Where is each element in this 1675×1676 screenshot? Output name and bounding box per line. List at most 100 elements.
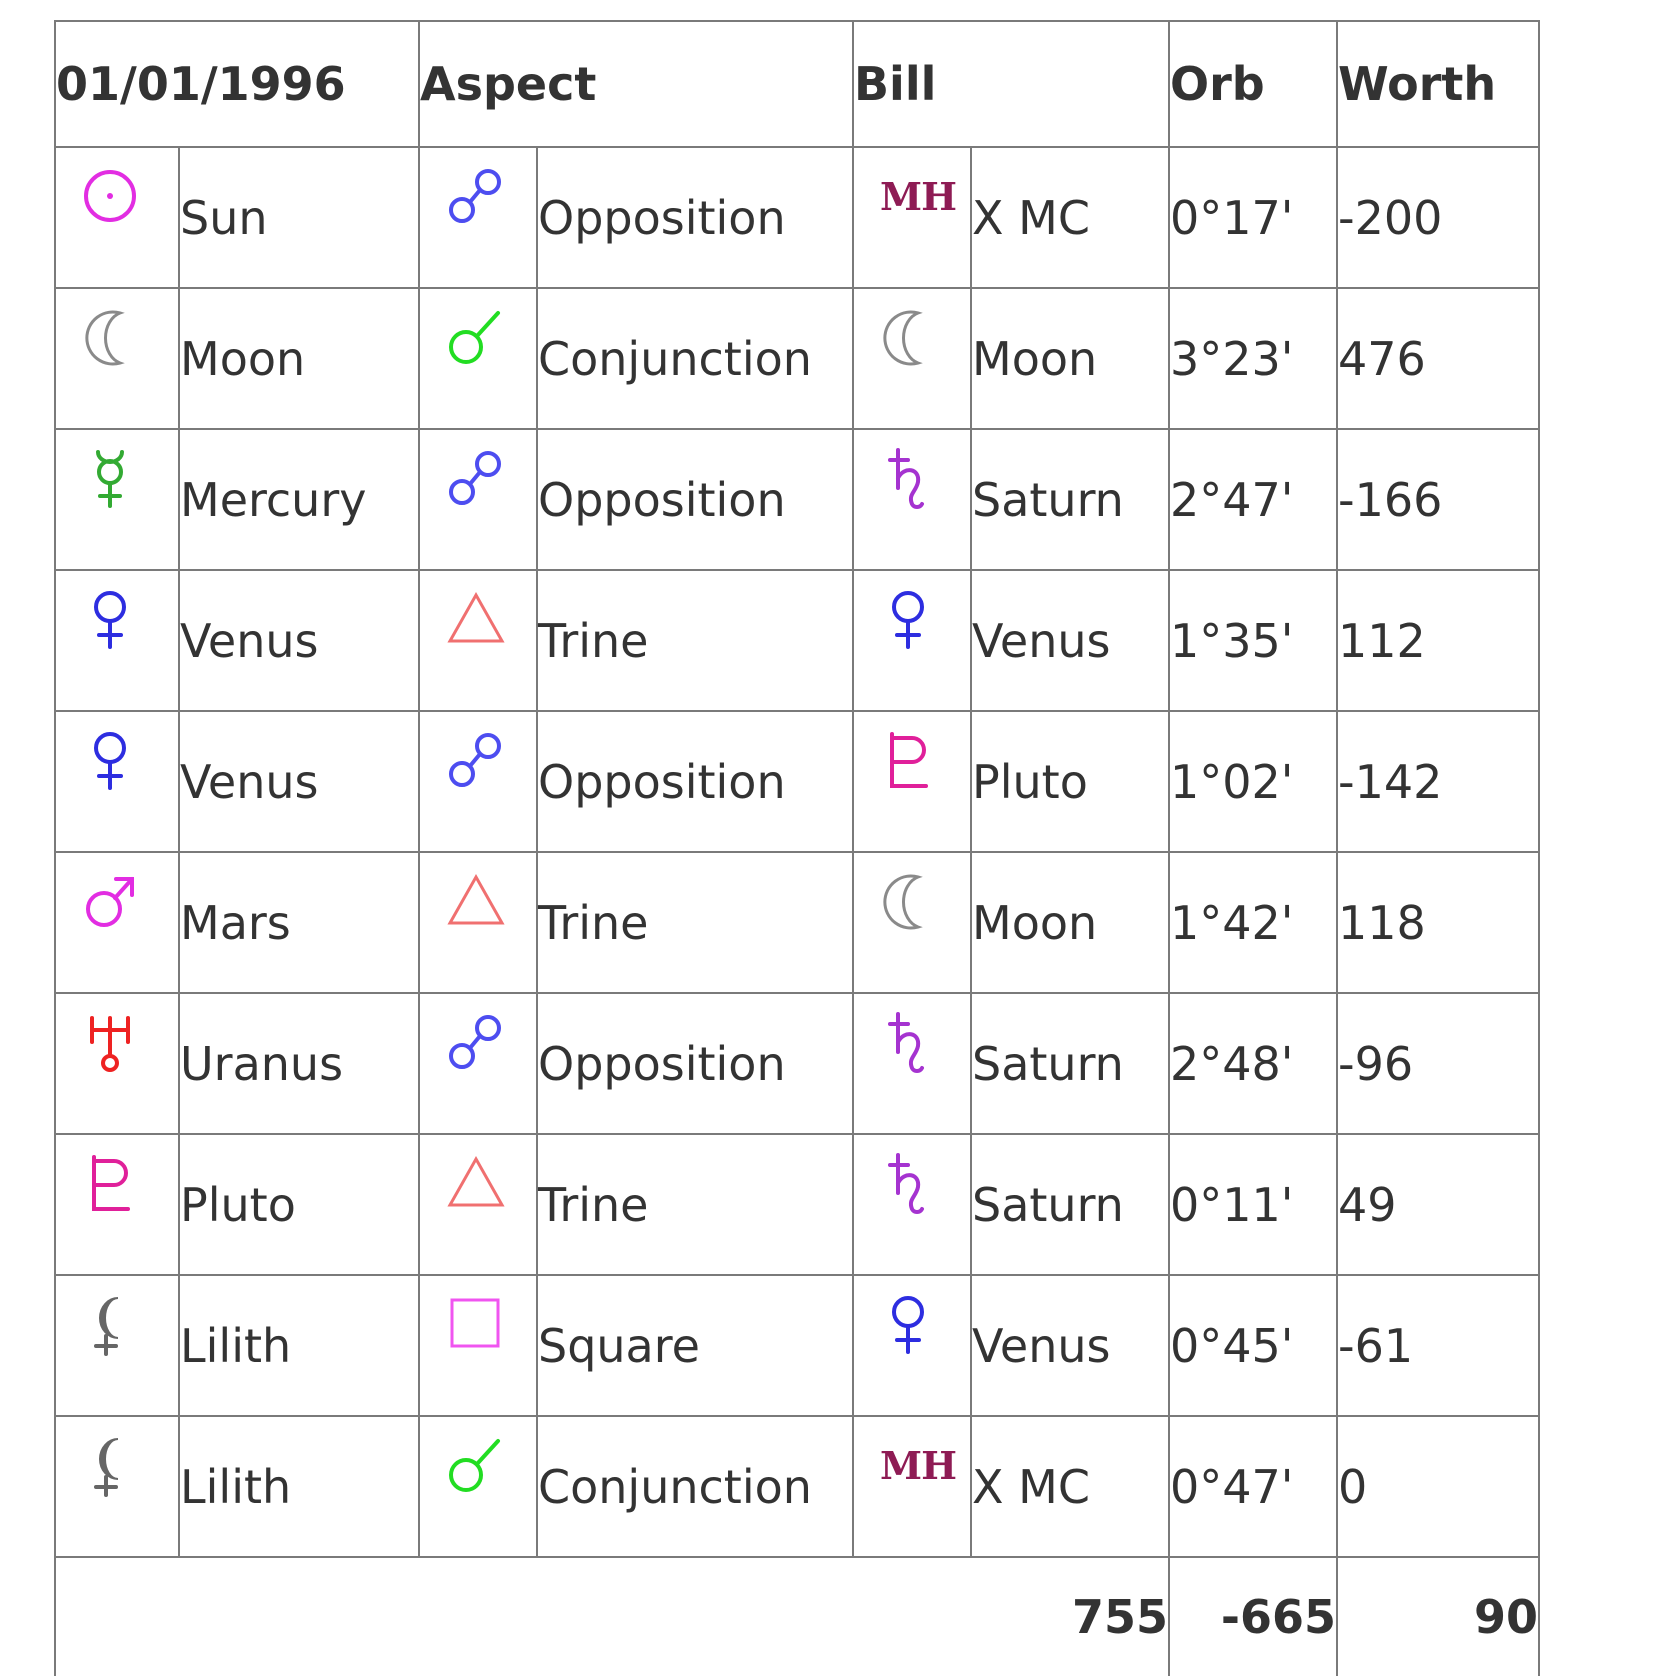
conjunction-icon: [446, 307, 516, 369]
glyph-cell: [852, 1133, 972, 1276]
saturn-icon: [880, 1012, 950, 1074]
lilith-icon: [82, 1435, 152, 1497]
glyph-cell: [54, 1415, 180, 1558]
orb-value: 2°47': [1168, 428, 1338, 571]
bill-name: X MC: [970, 146, 1170, 289]
sun-icon-svg: [84, 170, 136, 222]
square-icon-svg: [450, 1298, 500, 1348]
table-row: Mars Trine Moon 1°42' 118: [54, 851, 1540, 994]
header-aspect: Aspect: [418, 20, 854, 148]
glyph-cell: [852, 287, 972, 430]
venus-icon-svg: [892, 1296, 924, 1354]
glyph-cell: [418, 851, 538, 994]
trine-icon: [446, 871, 516, 933]
bill-name: X MC: [970, 1415, 1170, 1558]
worth-value: 112: [1336, 569, 1540, 712]
worth-value: -142: [1336, 710, 1540, 853]
glyph-cell: [54, 428, 180, 571]
table-row: Moon Conjunction Moon 3°23' 476: [54, 287, 1540, 430]
opposition-icon-svg: [449, 451, 501, 505]
glyph-cell: MH: [852, 1415, 972, 1558]
saturn-icon-svg: [888, 1012, 924, 1073]
aspect-name: Square: [536, 1274, 854, 1417]
total-bill: 755: [54, 1556, 1170, 1676]
mh-icon: MH: [880, 166, 957, 228]
glyph-cell: [418, 1415, 538, 1558]
table-row: Mercury Opposition Saturn 2°47' -166: [54, 428, 1540, 571]
mars-icon-svg: [86, 877, 134, 927]
pluto-icon-svg: [890, 732, 928, 788]
header-worth: Worth: [1336, 20, 1540, 148]
aspect-name: Trine: [536, 851, 854, 994]
table-row: Sun Opposition MH X MC 0°17' -200: [54, 146, 1540, 289]
trine-icon: [446, 1153, 516, 1215]
glyph-cell: [54, 851, 180, 994]
orb-value: 1°35': [1168, 569, 1338, 712]
bill-name: Venus: [970, 569, 1170, 712]
glyph-cell: [54, 146, 180, 289]
glyph-cell: [54, 710, 180, 853]
glyph-cell: [418, 287, 538, 430]
glyph-cell: [852, 569, 972, 712]
venus-icon: [82, 730, 152, 792]
glyph-cell: [418, 1274, 538, 1417]
table-row: Lilith Square Venus 0°45' -61: [54, 1274, 1540, 1417]
venus-icon-svg: [892, 591, 924, 649]
opposition-icon: [446, 448, 516, 510]
worth-value: 118: [1336, 851, 1540, 994]
opposition-icon: [446, 166, 516, 228]
conjunction-icon-svg: [449, 311, 500, 364]
total-orb: -665: [1168, 1556, 1338, 1676]
bill-name: Pluto: [970, 710, 1170, 853]
table-row: Venus Opposition Pluto 1°02' -142: [54, 710, 1540, 853]
saturn-icon-svg: [888, 1153, 924, 1214]
glyph-cell: [852, 992, 972, 1135]
worth-value: -166: [1336, 428, 1540, 571]
saturn-icon-svg: [888, 448, 924, 509]
planet-name: Uranus: [178, 992, 420, 1135]
planet-name: Lilith: [178, 1274, 420, 1417]
header-bill: Bill: [852, 20, 1170, 148]
conjunction-icon-svg: [449, 1439, 500, 1492]
aspect-name: Conjunction: [536, 287, 854, 430]
glyph-cell: MH: [852, 146, 972, 289]
opposition-icon-svg: [449, 733, 501, 787]
planet-name: Mars: [178, 851, 420, 994]
glyph-cell: [852, 1274, 972, 1417]
moon-icon: [880, 307, 950, 369]
moon-icon-svg: [883, 310, 923, 366]
orb-value: 0°45': [1168, 1274, 1338, 1417]
header-orb: Orb: [1168, 20, 1338, 148]
bill-name: Moon: [970, 287, 1170, 430]
sun-icon: [82, 166, 152, 228]
saturn-icon: [880, 1153, 950, 1215]
worth-value: 49: [1336, 1133, 1540, 1276]
lilith-icon-svg: [94, 1438, 119, 1497]
table-row: Lilith Conjunction MH X MC 0°47' 0: [54, 1415, 1540, 1558]
venus-icon-svg: [94, 732, 126, 790]
moon-icon: [880, 871, 950, 933]
glyph-cell: [54, 569, 180, 712]
worth-value: 0: [1336, 1415, 1540, 1558]
worth-value: -200: [1336, 146, 1540, 289]
moon-icon-svg: [85, 310, 125, 366]
aspect-name: Conjunction: [536, 1415, 854, 1558]
planet-name: Moon: [178, 287, 420, 430]
bill-name: Venus: [970, 1274, 1170, 1417]
opposition-icon-svg: [449, 169, 501, 223]
bill-name: Saturn: [970, 1133, 1170, 1276]
pluto-icon-svg: [92, 1155, 130, 1211]
glyph-cell: [418, 428, 538, 571]
venus-icon: [880, 589, 950, 651]
orb-value: 0°17': [1168, 146, 1338, 289]
pluto-icon: [880, 730, 950, 792]
venus-icon-svg: [94, 591, 126, 649]
trine-icon-svg: [447, 873, 505, 925]
saturn-icon: [880, 448, 950, 510]
uranus-icon: [82, 1012, 152, 1074]
table-row: Pluto Trine Saturn 0°11' 49: [54, 1133, 1540, 1276]
venus-icon: [880, 1294, 950, 1356]
opposition-icon: [446, 730, 516, 792]
orb-value: 2°48': [1168, 992, 1338, 1135]
planet-name: Venus: [178, 710, 420, 853]
